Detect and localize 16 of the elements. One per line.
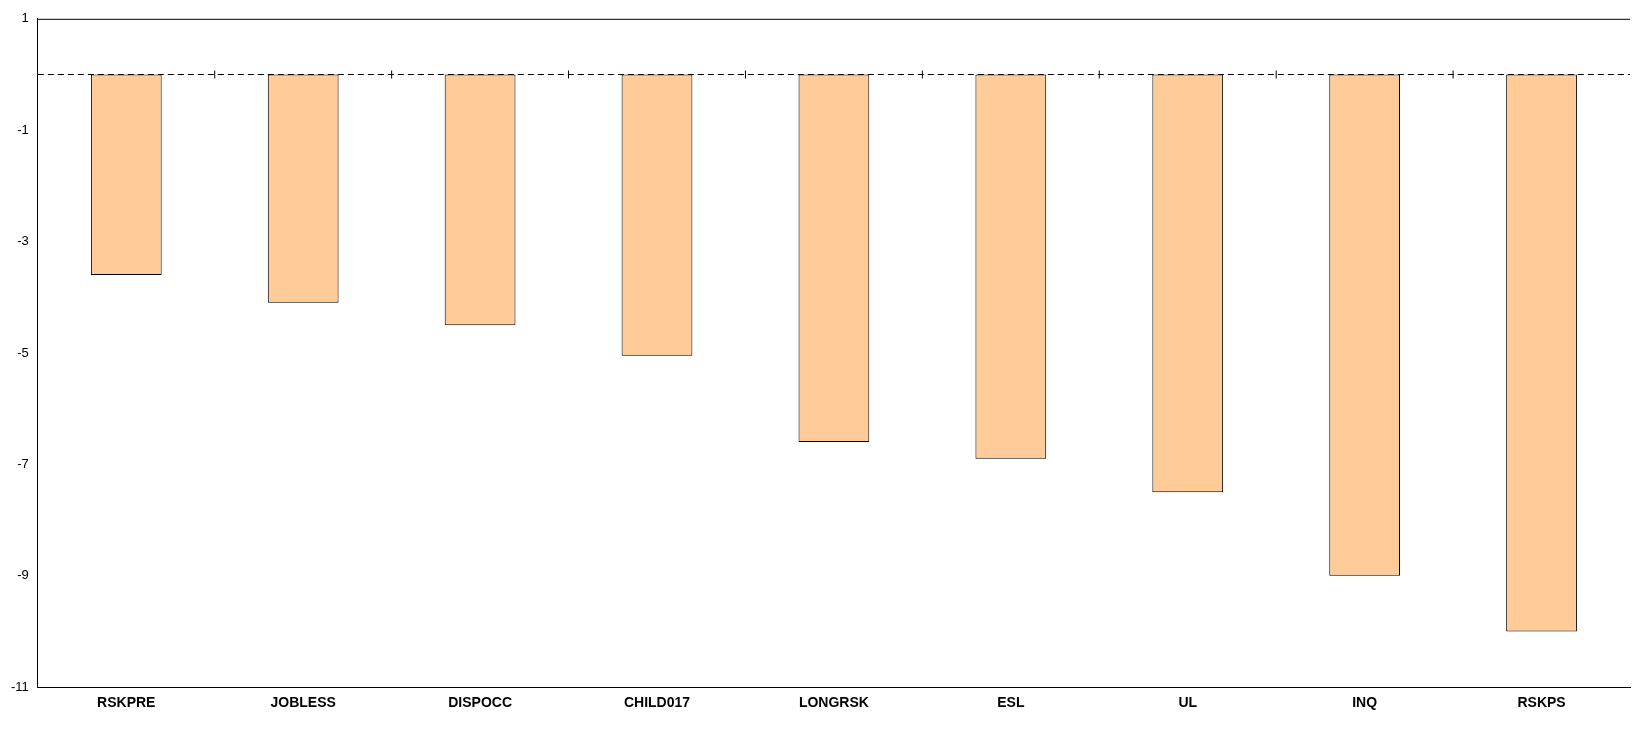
x-tick-label: RSKPRE — [97, 694, 156, 711]
x-tick-label: LONGRSK — [798, 694, 869, 711]
x-tick-label: JOBLESS — [270, 694, 336, 711]
x-tick-label: DISPOCC — [448, 694, 512, 711]
y-tick-label: -11 — [11, 678, 29, 694]
y-tick-label: -9 — [17, 567, 29, 583]
y-tick-label: -3 — [17, 233, 29, 249]
y-tick-label: 1 — [21, 10, 29, 26]
x-tick-label: CHILD017 — [623, 694, 691, 711]
y-tick-label: -1 — [17, 121, 29, 137]
x-tick-label: INQ — [1352, 694, 1378, 711]
x-tick-label: ESL — [997, 694, 1025, 711]
x-tick-label: RSKPS — [1517, 694, 1566, 711]
y-tick-label: -5 — [17, 344, 29, 360]
x-tick-label: UL — [1178, 694, 1198, 711]
y-tick-label: -7 — [17, 455, 29, 471]
